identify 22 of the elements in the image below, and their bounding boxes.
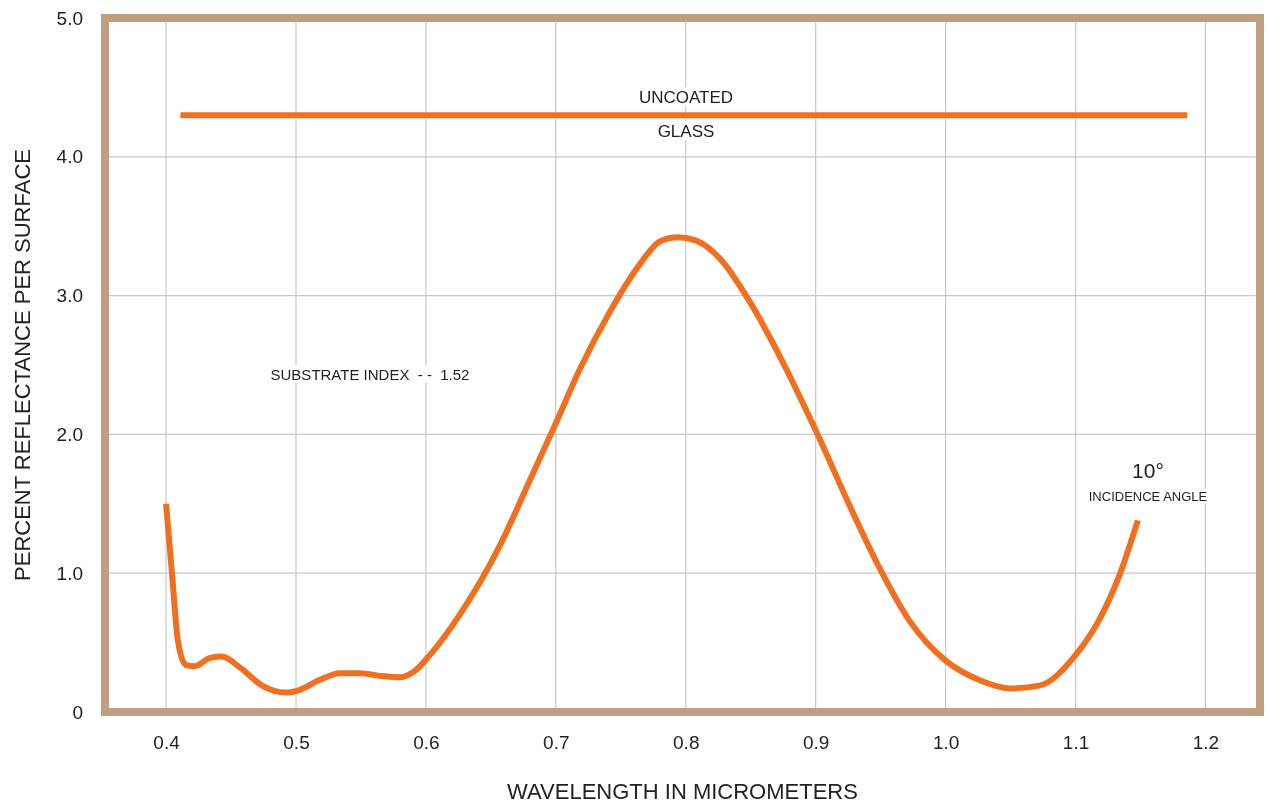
x-tick-label: 0.9 <box>802 732 830 754</box>
annotation: UNCOATED <box>638 87 734 107</box>
x-tick-label: 0.5 <box>283 732 310 754</box>
x-axis-title: WAVELENGTH IN MICROMETERS <box>507 779 858 804</box>
x-tick-label: 0.4 <box>153 732 181 754</box>
y-axis-title: PERCENT REFLECTANCE PER SURFACE <box>10 149 35 581</box>
y-tick-label: 3.0 <box>56 285 83 307</box>
annotation: SUBSTRATE INDEX - - 1.52 <box>270 365 470 383</box>
annotation: INCIDENCE ANGLE <box>1088 488 1208 504</box>
y-tick-label: 1.0 <box>56 562 83 584</box>
annotation: GLASS <box>657 121 715 141</box>
x-tick-label: 1.1 <box>1062 732 1090 754</box>
x-tick-label: 1.2 <box>1192 732 1220 754</box>
y-tick-label: 5.0 <box>56 7 83 29</box>
y-tick-label: 4.0 <box>56 146 83 168</box>
annotation: 10° <box>1132 458 1164 482</box>
x-tick-label: 0.8 <box>673 732 700 754</box>
x-tick-label: 1.0 <box>932 732 960 754</box>
y-tick-label: 0 <box>72 701 83 723</box>
x-tick-label: 0.7 <box>543 732 570 754</box>
y-tick-label: 2.0 <box>56 423 83 445</box>
x-tick-label: 0.6 <box>413 732 440 754</box>
